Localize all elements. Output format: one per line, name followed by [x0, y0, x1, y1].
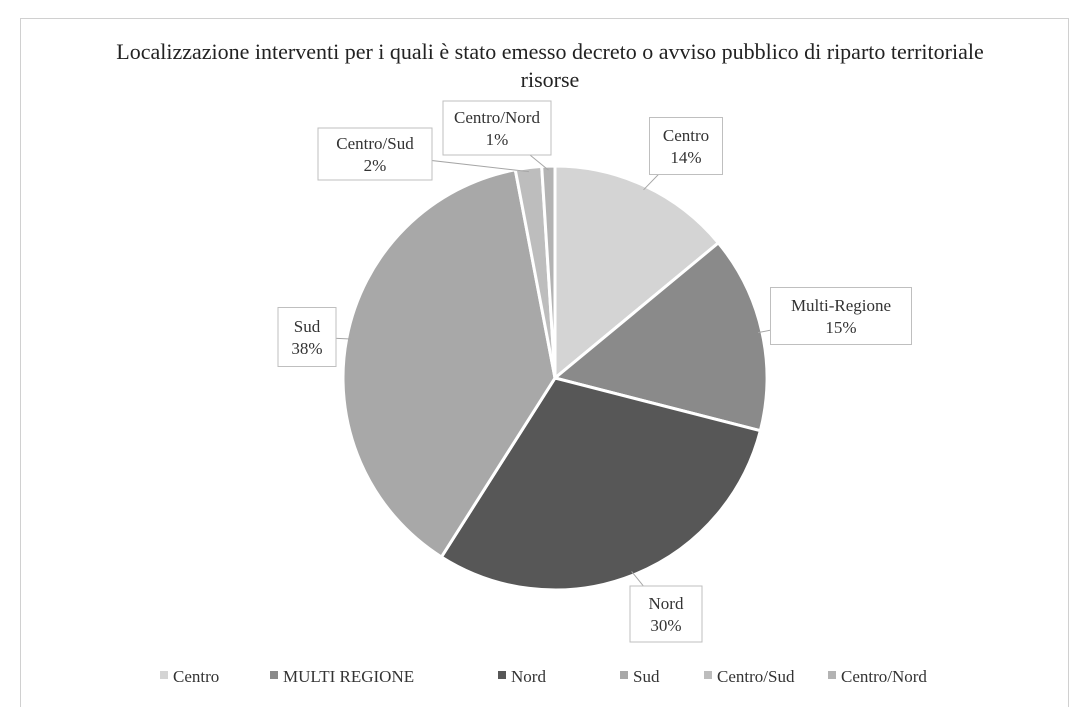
chart-border	[20, 18, 1069, 707]
chart-title: Localizzazione interventi per i quali è …	[116, 39, 984, 92]
legend-label: Centro	[173, 667, 219, 686]
data-label-value: 2%	[364, 156, 387, 175]
legend-marker	[620, 671, 628, 679]
pie-slice	[553, 164, 721, 382]
label-box	[629, 585, 703, 643]
legend-label: Centro/Nord	[841, 667, 927, 686]
legend-marker	[498, 671, 506, 679]
label-box	[317, 127, 433, 181]
label-box	[277, 307, 337, 367]
data-label-value: 15%	[825, 318, 856, 337]
legend-label: Sud	[633, 667, 660, 686]
data-label-name: Centro	[663, 126, 709, 145]
data-label: Centro/Nord 1%	[454, 108, 540, 149]
legend-marker	[160, 671, 168, 679]
data-label-name: Centro/Nord	[454, 108, 540, 127]
legend-label: MULTI REGIONE	[283, 667, 414, 686]
pie-slice	[439, 376, 763, 592]
legend-label: Centro/Sud	[717, 667, 795, 686]
label-box	[442, 100, 552, 156]
pie-slice	[540, 164, 557, 379]
data-label: Centro 14%	[663, 126, 709, 167]
legend-marker	[828, 671, 836, 679]
data-label-value: 14%	[670, 148, 701, 167]
legend-label: Nord	[511, 667, 546, 686]
data-label: Multi-Regione 15%	[791, 296, 891, 337]
label-box	[770, 287, 912, 345]
legend-marker	[704, 671, 712, 679]
data-label-name: Sud	[294, 317, 321, 336]
data-label: Nord 30%	[649, 594, 684, 635]
data-label-value: 1%	[486, 130, 509, 149]
data-label-name: Multi-Regione	[791, 296, 891, 315]
data-label-name: Centro/Sud	[336, 134, 414, 153]
pie-slice	[341, 167, 557, 560]
data-label-value: 30%	[650, 616, 681, 635]
label-box	[649, 117, 723, 175]
legend-marker	[270, 671, 278, 679]
data-label-value: 38%	[291, 339, 322, 358]
data-label: Sud 38%	[291, 317, 322, 358]
data-label-name: Nord	[649, 594, 684, 613]
data-label: Centro/Sud 2%	[336, 134, 414, 175]
